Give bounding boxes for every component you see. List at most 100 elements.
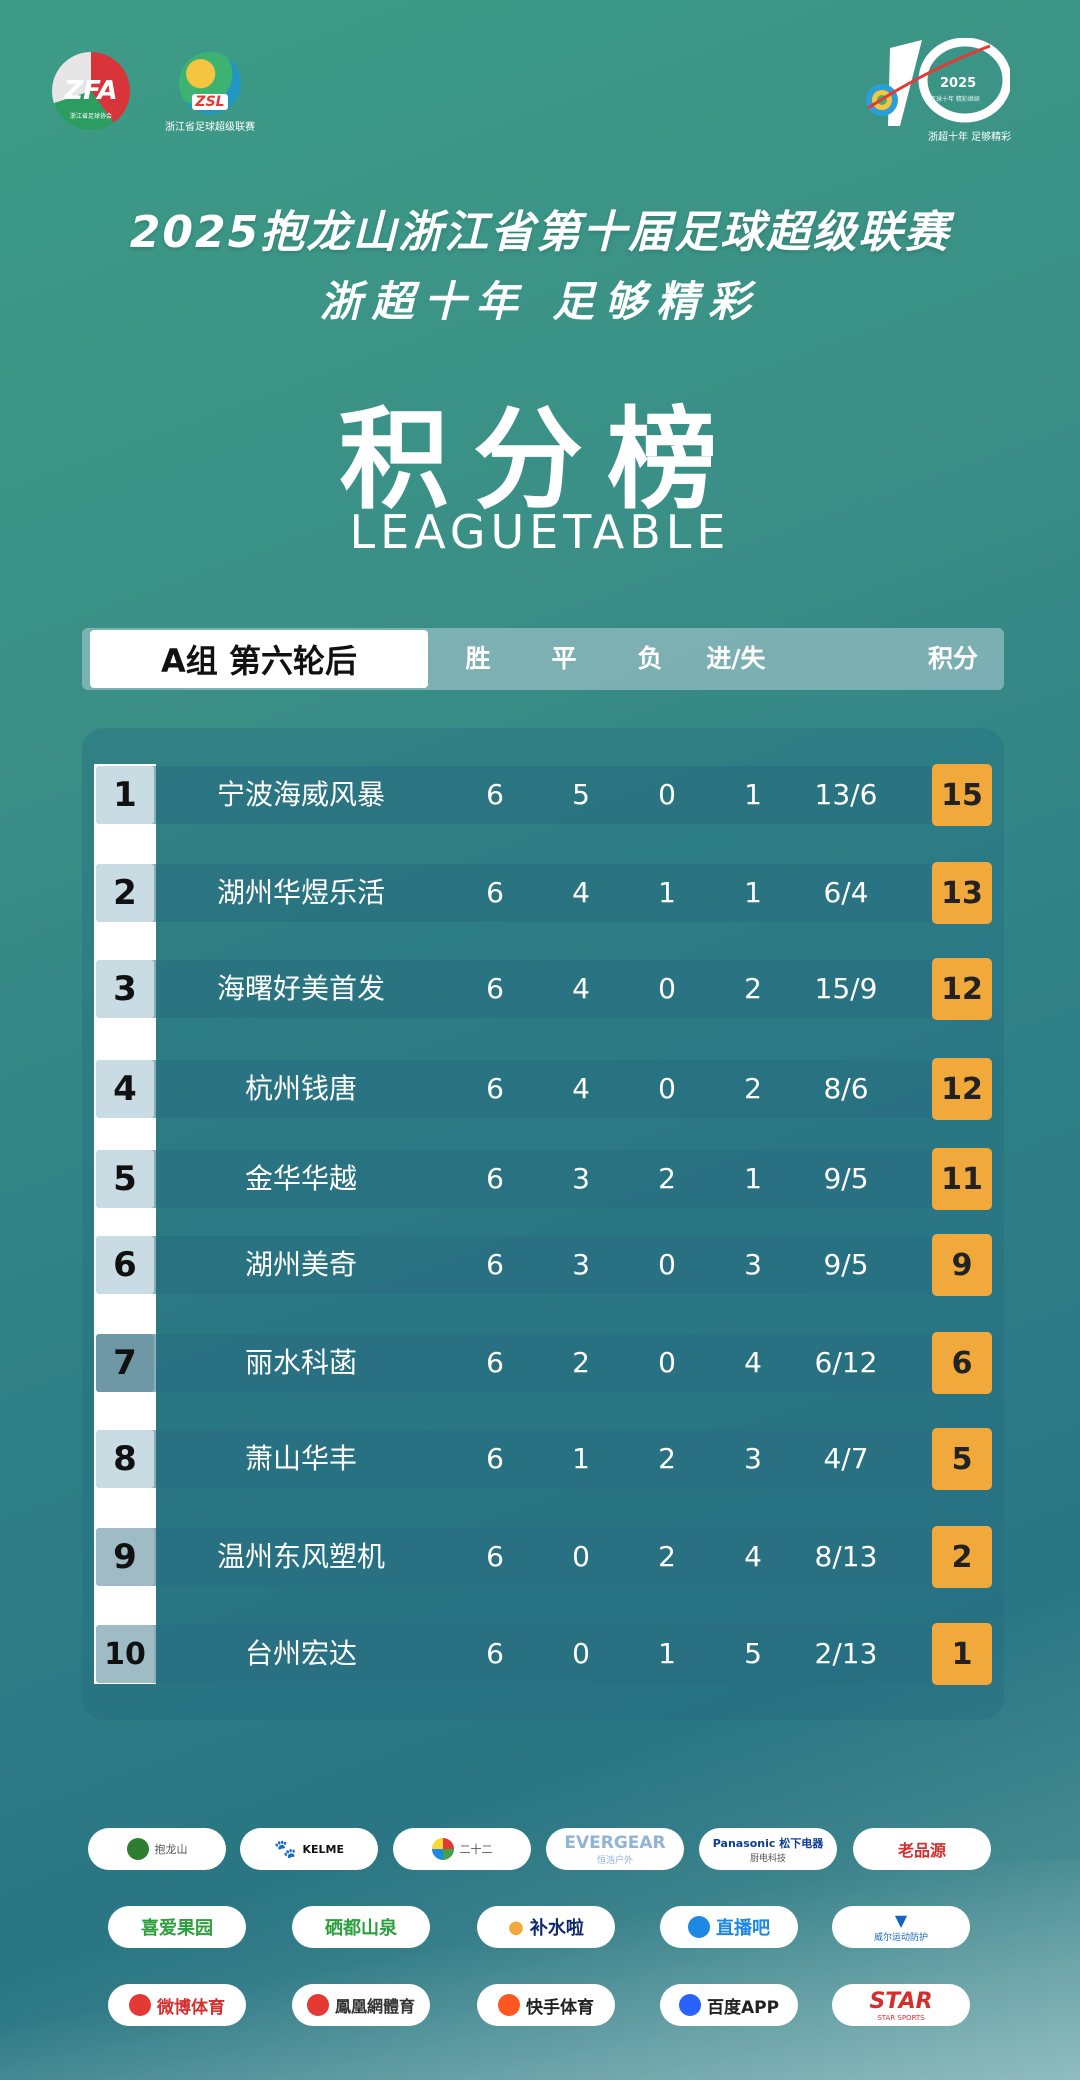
played-value: 6 bbox=[486, 1637, 504, 1670]
drawn-value: 2 bbox=[658, 1540, 676, 1573]
rank-number: 5 bbox=[96, 1150, 154, 1208]
points-badge: 2 bbox=[932, 1526, 992, 1588]
table-row: 3 海曙好美首发 6 4 0 2 15/9 12 bbox=[96, 958, 992, 1020]
played-value: 6 bbox=[486, 1442, 504, 1475]
column-header-goals: 进/失 bbox=[706, 644, 766, 673]
row-band bbox=[96, 864, 976, 922]
table-row: 10 台州宏达 6 0 1 5 2/13 1 bbox=[96, 1623, 992, 1685]
drawn-value: 2 bbox=[658, 1442, 676, 1475]
team-name: 萧山华丰 bbox=[244, 1442, 357, 1475]
sponsor-logo: 🐾 KELME bbox=[240, 1828, 378, 1870]
lost-value: 1 bbox=[744, 778, 762, 811]
lost-value: 4 bbox=[744, 1346, 762, 1379]
sponsor-logo: 鳳凰網體育 bbox=[292, 1984, 430, 2026]
table-row: 8 萧山华丰 6 1 2 3 4/7 5 bbox=[96, 1428, 992, 1490]
row-band bbox=[96, 766, 976, 824]
played-value: 6 bbox=[486, 778, 504, 811]
sponsor-name: 补水啦 bbox=[529, 1918, 584, 1939]
rank-number: 1 bbox=[96, 766, 154, 824]
lost-value: 3 bbox=[744, 1248, 762, 1281]
column-header-lost: 负 bbox=[637, 644, 663, 673]
sponsor-logo: 抱龙山 bbox=[88, 1828, 226, 1870]
points-badge: 11 bbox=[932, 1148, 992, 1210]
zfa-logo: ZFA 浙江省足球协会 bbox=[52, 52, 130, 130]
anniversary-subtext: 足球十年 精彩继续 bbox=[930, 96, 980, 103]
won-value: 0 bbox=[572, 1637, 590, 1670]
zsl-logo: ZSL 浙江省足球超级联赛 bbox=[160, 52, 260, 134]
drawn-value: 0 bbox=[658, 1072, 676, 1105]
goals-value: 9/5 bbox=[823, 1162, 869, 1195]
sponsor-name: 抱龙山 bbox=[154, 1843, 188, 1856]
sponsor-logo: 快手体育 bbox=[477, 1984, 615, 2026]
group-round-label: A组 第六轮后 bbox=[90, 630, 428, 688]
goals-value: 13/6 bbox=[814, 778, 878, 811]
goals-value: 8/6 bbox=[823, 1072, 869, 1105]
team-name: 温州东风塑机 bbox=[216, 1540, 385, 1573]
page-title: 2025抱龙山浙江省第十届足球超级联赛 bbox=[129, 207, 951, 258]
baidu-paw-icon bbox=[678, 1994, 701, 2016]
rank-number: 6 bbox=[96, 1236, 154, 1294]
weibo-icon bbox=[129, 1994, 151, 2016]
played-value: 6 bbox=[486, 1248, 504, 1281]
sponsor-subname: 厨电科技 bbox=[749, 1853, 786, 1864]
sponsor-logo: 老品源 bbox=[853, 1828, 991, 1870]
points-badge: 12 bbox=[932, 1058, 992, 1120]
won-value: 4 bbox=[572, 876, 590, 909]
drawn-value: 2 bbox=[658, 1162, 676, 1195]
sponsor-logo: 直播吧 bbox=[660, 1906, 798, 1948]
goals-value: 2/13 bbox=[814, 1637, 878, 1670]
team-name: 金华华越 bbox=[244, 1162, 357, 1195]
sponsor-emblem-icon bbox=[126, 1838, 149, 1860]
page-slogan: 浙超十年 足够精彩 bbox=[319, 277, 761, 326]
won-value: 1 bbox=[572, 1442, 590, 1475]
sponsor-name: EVERGEAR bbox=[564, 1832, 666, 1853]
played-value: 6 bbox=[486, 876, 504, 909]
won-value: 2 bbox=[572, 1346, 590, 1379]
shield-icon: ▼ bbox=[894, 1911, 908, 1930]
row-band bbox=[96, 1236, 976, 1294]
sponsor-logo: STAR STAR SPORTS bbox=[832, 1984, 970, 2026]
column-header-played: 已赛 bbox=[366, 644, 417, 673]
sponsor-logo: 微博体育 bbox=[108, 1984, 246, 2026]
sponsor-name: KELME bbox=[302, 1842, 344, 1856]
sponsor-name: 鳳凰網體育 bbox=[334, 1997, 415, 2016]
sponsor-name: Panasonic 松下电器 bbox=[712, 1836, 824, 1850]
sponsor-name: 硒都山泉 bbox=[325, 1918, 397, 1939]
sponsor-name: 微博体育 bbox=[157, 1997, 225, 2018]
table-row: 2 湖州华煜乐活 6 4 1 1 6/4 13 bbox=[96, 862, 992, 924]
won-value: 4 bbox=[572, 1072, 590, 1105]
sponsor-subname: STAR SPORTS bbox=[877, 2013, 925, 2022]
table-header-bar: A组 第六轮后 已赛 胜 平 负 进/失 积分 bbox=[82, 628, 1004, 690]
table-row: 9 温州东风塑机 6 0 2 4 8/13 2 bbox=[96, 1526, 992, 1588]
sponsor-logo: 喜爱果园 bbox=[108, 1906, 246, 1948]
sponsor-subname: 恒浩户外 bbox=[596, 1855, 633, 1866]
sponsor-name: STAR bbox=[869, 1988, 933, 2014]
column-header-points: 积分 bbox=[927, 644, 978, 673]
zfa-logo-text: ZFA bbox=[64, 76, 118, 106]
rank-number: 4 bbox=[96, 1060, 154, 1118]
won-value: 3 bbox=[572, 1248, 590, 1281]
goals-value: 9/5 bbox=[823, 1248, 869, 1281]
lost-value: 2 bbox=[744, 972, 762, 1005]
lost-value: 3 bbox=[744, 1442, 762, 1475]
points-badge: 13 bbox=[932, 862, 992, 924]
zsl-logo-mark: ZSL bbox=[179, 52, 241, 114]
zsl-logo-text: ZSL bbox=[192, 94, 228, 110]
played-value: 6 bbox=[486, 972, 504, 1005]
rank-number: 10 bbox=[96, 1625, 154, 1683]
rank-number: 9 bbox=[96, 1528, 154, 1586]
sponsor-name: 威尔运动防护 bbox=[873, 1933, 928, 1943]
lost-value: 2 bbox=[744, 1072, 762, 1105]
points-badge: 5 bbox=[932, 1428, 992, 1490]
sponsor-logo: 二十二 bbox=[393, 1828, 531, 1870]
paw-icon: 🐾 bbox=[274, 1838, 297, 1860]
table-row: 7 丽水科菡 6 2 0 4 6/12 6 bbox=[96, 1332, 992, 1394]
sponsor-logo: 硒都山泉 bbox=[292, 1906, 430, 1948]
played-value: 6 bbox=[486, 1346, 504, 1379]
row-band bbox=[96, 1334, 976, 1392]
team-name: 湖州华煜乐活 bbox=[216, 876, 385, 909]
table-row: 5 金华华越 6 3 2 1 9/5 11 bbox=[96, 1148, 992, 1210]
points-badge: 15 bbox=[932, 764, 992, 826]
sponsor-name: 百度APP bbox=[706, 1997, 780, 2018]
sponsor-logo: ● 补水啦 bbox=[477, 1906, 615, 1948]
